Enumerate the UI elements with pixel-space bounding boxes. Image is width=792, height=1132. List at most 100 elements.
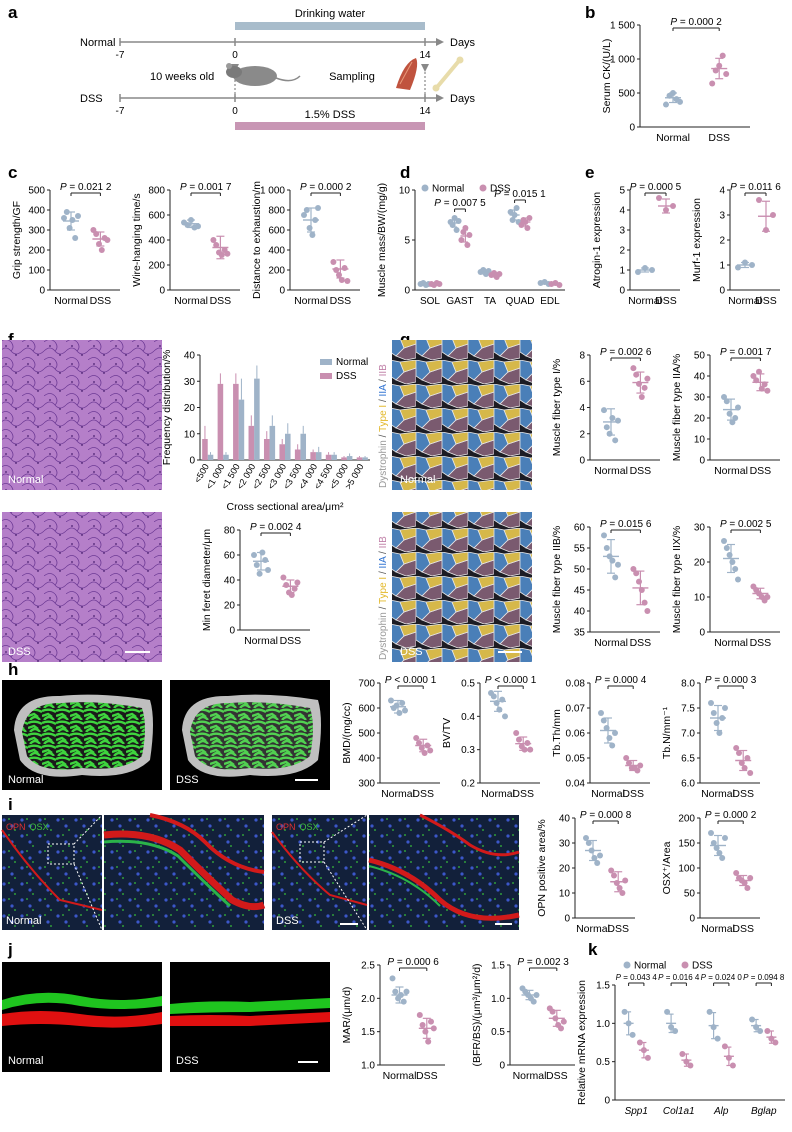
- data-point: [392, 988, 399, 995]
- data-point: [619, 890, 626, 896]
- normal-timeline-arrow: [436, 38, 444, 46]
- p-value-label: P = 0.000 2: [670, 17, 722, 28]
- x-category-label: DSS: [750, 465, 772, 477]
- g-if-image-dss: DSS Dystrophin / Type I / IIA / IIB: [378, 512, 532, 662]
- j-calcein-image-normal: Normal: [2, 962, 162, 1072]
- data-point: [598, 710, 604, 716]
- chart-j1: 1.0 1.5 2.0 2.5 MAR/(μm/d) Normal DSS P = 0.000…: [341, 957, 445, 1082]
- data-point: [399, 700, 406, 706]
- tick-0-bottom: 0: [232, 106, 238, 117]
- data-point: [747, 770, 754, 776]
- data-point: [609, 557, 616, 564]
- y-tick-label: 1: [619, 266, 625, 277]
- histogram-bar: [341, 457, 347, 460]
- panel-label-d: d: [400, 163, 410, 182]
- data-point: [611, 872, 617, 879]
- data-point: [679, 1051, 686, 1057]
- y-tick-label: 0: [404, 286, 410, 297]
- y-tick-label: 40: [559, 814, 571, 825]
- h-microct-dss: DSS: [170, 680, 330, 790]
- data-point: [603, 545, 610, 551]
- g-stain-legend-top: Dystrophin / Type I / IIA / IIB: [378, 364, 389, 488]
- y-tick-label: 200: [148, 261, 165, 272]
- chart-j2: 0 0.5 1.0 1.5 (BFR/BS)/(μm³/μm²/d) Normal DSS P…: [471, 957, 575, 1082]
- x-category-label: Normal: [294, 295, 328, 307]
- data-point: [735, 264, 741, 271]
- data-point: [612, 730, 618, 736]
- data-point: [634, 767, 641, 774]
- y-tick-label: 0.3: [461, 745, 475, 756]
- data-point: [733, 870, 740, 876]
- histogram-bar: [362, 457, 368, 460]
- sampling-label: Sampling: [329, 71, 375, 83]
- data-point: [594, 860, 601, 866]
- data-point: [104, 237, 111, 243]
- data-point: [623, 755, 630, 761]
- panel-label-h: h: [8, 660, 18, 679]
- data-point: [213, 242, 220, 248]
- p-value-label: P = 0.000 8: [580, 810, 632, 821]
- x-category-label: Spp1: [625, 1106, 648, 1117]
- data-point: [615, 561, 621, 568]
- data-point: [687, 1062, 694, 1069]
- i-dss-image-label: DSS: [276, 915, 299, 927]
- data-point: [719, 855, 726, 861]
- x-category-label: Normal: [576, 923, 610, 935]
- histogram-bar: [233, 383, 239, 460]
- y-tick-label: 600: [148, 211, 165, 222]
- f-he-image-normal: Normal: [2, 340, 162, 490]
- y-tick-label: 50: [684, 889, 696, 900]
- p-value-label: P = 0.000 3: [705, 675, 757, 686]
- data-point: [629, 1031, 636, 1038]
- y-tick-label: 4: [719, 186, 725, 197]
- data-point: [721, 538, 727, 544]
- data-point: [733, 745, 740, 751]
- y-tick-label: 10: [559, 889, 571, 900]
- y-axis-label: Min feret diameter/μm: [201, 529, 213, 632]
- data-point: [262, 557, 269, 563]
- y-axis-label: MAR/(μm/d): [341, 987, 353, 1044]
- data-point: [764, 387, 771, 394]
- data-point: [644, 375, 651, 382]
- data-point: [61, 215, 67, 221]
- data-point: [291, 585, 298, 592]
- days-label-dss: Days: [450, 93, 476, 105]
- x-category-label: Normal: [628, 295, 662, 307]
- legend-label: Normal: [336, 357, 368, 368]
- histogram-bar: [331, 454, 337, 460]
- legend-swatch: [320, 359, 332, 365]
- data-point: [416, 740, 422, 746]
- data-point: [294, 579, 301, 586]
- data-point: [636, 578, 642, 585]
- panel-label-g: g: [400, 330, 410, 349]
- data-point: [621, 1008, 628, 1015]
- x-category-label: QUAD: [506, 296, 535, 307]
- histogram-bar: [346, 456, 353, 460]
- y-tick-label: 200: [28, 246, 45, 257]
- p-value-label: P = 0.000 4: [595, 675, 647, 686]
- y-axis-label: BMD/(mg/cc): [341, 702, 353, 763]
- data-point: [723, 70, 730, 77]
- x-category-label: Normal: [481, 788, 515, 800]
- x-category-label: DSS: [330, 295, 352, 307]
- x-axis-label: Cross sectional area/μm²: [227, 501, 344, 513]
- data-point: [719, 52, 726, 59]
- y-tick-label: 0.06: [566, 729, 586, 740]
- x-category-label: DSS: [630, 637, 652, 649]
- data-point: [710, 710, 717, 716]
- data-point: [75, 213, 81, 219]
- data-point: [502, 713, 508, 720]
- data-point: [388, 697, 394, 704]
- y-axis-label: Relative mRNA expression: [576, 980, 588, 1105]
- data-point: [726, 410, 733, 417]
- y-tick-label: 400: [148, 236, 165, 247]
- data-point: [747, 875, 754, 881]
- tick-14-top: 14: [419, 50, 431, 61]
- y-tick-label: 400: [268, 246, 285, 257]
- data-point: [764, 1028, 771, 1034]
- x-category-label: DSS: [90, 295, 112, 307]
